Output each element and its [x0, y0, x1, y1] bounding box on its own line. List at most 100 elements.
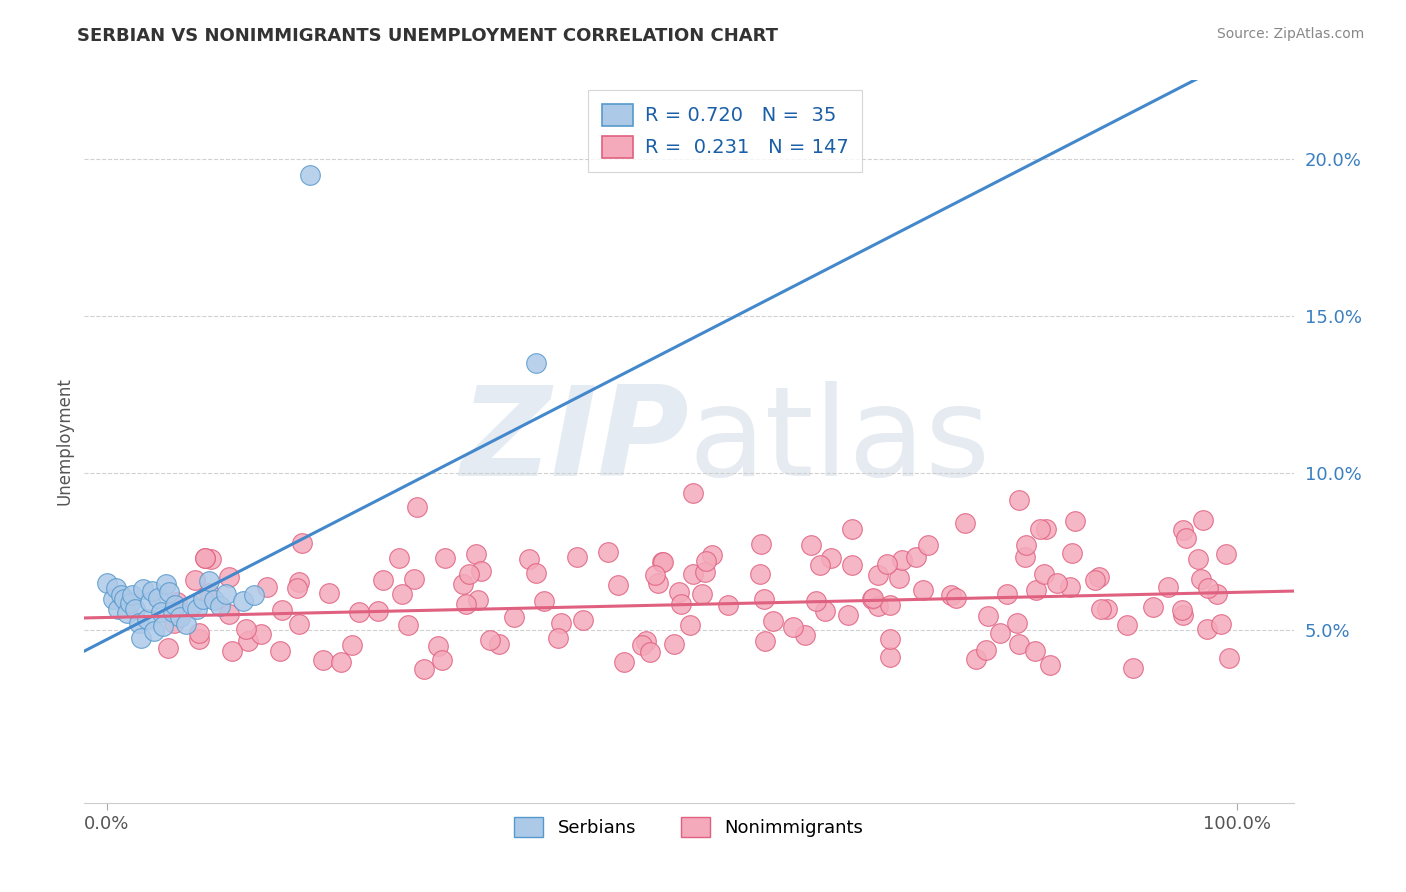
- Point: [391, 586, 413, 600]
- Point: [1189, 572, 1212, 586]
- Point: [193, 550, 215, 565]
- Point: [1024, 644, 1046, 658]
- Point: [200, 551, 222, 566]
- Point: [1215, 547, 1237, 561]
- Point: [571, 613, 593, 627]
- Point: [152, 619, 174, 633]
- Point: [1142, 600, 1164, 615]
- Point: [413, 662, 436, 676]
- Point: [651, 556, 673, 570]
- Point: [1197, 581, 1219, 595]
- Point: [866, 599, 889, 613]
- Point: [917, 538, 939, 552]
- Point: [107, 601, 129, 615]
- Point: [752, 592, 775, 607]
- Point: [218, 570, 240, 584]
- Point: [647, 575, 669, 590]
- Point: [169, 610, 191, 624]
- Point: [110, 588, 132, 602]
- Point: [163, 615, 186, 630]
- Point: [1084, 573, 1107, 587]
- Point: [218, 607, 240, 622]
- Point: [782, 620, 804, 634]
- Point: [430, 653, 453, 667]
- Point: [118, 596, 141, 610]
- Point: [404, 572, 426, 586]
- Point: [1007, 615, 1029, 630]
- Point: [214, 587, 236, 601]
- Point: [141, 584, 163, 599]
- Y-axis label: Unemployment: Unemployment: [55, 377, 73, 506]
- Point: [974, 642, 997, 657]
- Point: [1157, 580, 1180, 594]
- Point: [862, 591, 884, 606]
- Point: [128, 616, 150, 631]
- Point: [669, 597, 692, 611]
- Point: [1174, 531, 1197, 545]
- Point: [202, 593, 225, 607]
- Point: [1033, 567, 1056, 582]
- Point: [1014, 549, 1036, 564]
- Point: [636, 633, 658, 648]
- Point: [876, 558, 898, 572]
- Point: [285, 581, 308, 595]
- Point: [433, 551, 456, 566]
- Point: [668, 585, 690, 599]
- Point: [820, 550, 842, 565]
- Point: [329, 655, 352, 669]
- Point: [692, 587, 714, 601]
- Point: [1035, 522, 1057, 536]
- Point: [457, 566, 479, 581]
- Point: [236, 634, 259, 648]
- Point: [269, 644, 291, 658]
- Point: [804, 594, 827, 608]
- Point: [1192, 513, 1215, 527]
- Point: [644, 568, 666, 582]
- Point: [1187, 552, 1209, 566]
- Point: [1170, 603, 1192, 617]
- Point: [456, 597, 478, 611]
- Point: [502, 609, 524, 624]
- Point: [1122, 661, 1144, 675]
- Point: [1090, 602, 1112, 616]
- Point: [256, 581, 278, 595]
- Point: [860, 591, 883, 606]
- Point: [939, 588, 962, 602]
- Point: [526, 566, 548, 581]
- Point: [121, 588, 143, 602]
- Point: [1171, 523, 1194, 537]
- Point: [101, 591, 124, 606]
- Point: [945, 591, 967, 605]
- Point: [157, 640, 180, 655]
- Point: [139, 595, 162, 609]
- Point: [995, 587, 1018, 601]
- Point: [112, 592, 135, 607]
- Point: [631, 638, 654, 652]
- Point: [288, 574, 311, 589]
- Point: [988, 625, 1011, 640]
- Point: [879, 650, 901, 665]
- Point: [312, 652, 335, 666]
- Point: [124, 602, 146, 616]
- Point: [371, 573, 394, 587]
- Point: [887, 571, 910, 585]
- Point: [155, 577, 177, 591]
- Point: [318, 586, 340, 600]
- Point: [174, 616, 197, 631]
- Point: [162, 605, 184, 619]
- Point: [243, 588, 266, 602]
- Point: [700, 548, 723, 562]
- Point: [1008, 637, 1031, 651]
- Point: [117, 607, 139, 621]
- Point: [519, 552, 541, 566]
- Point: [547, 631, 569, 645]
- Point: [565, 550, 588, 565]
- Point: [1062, 546, 1084, 560]
- Point: [1195, 623, 1218, 637]
- Point: [800, 538, 823, 552]
- Point: [762, 614, 785, 628]
- Point: [754, 633, 776, 648]
- Point: [1008, 492, 1031, 507]
- Point: [143, 624, 166, 638]
- Point: [250, 627, 273, 641]
